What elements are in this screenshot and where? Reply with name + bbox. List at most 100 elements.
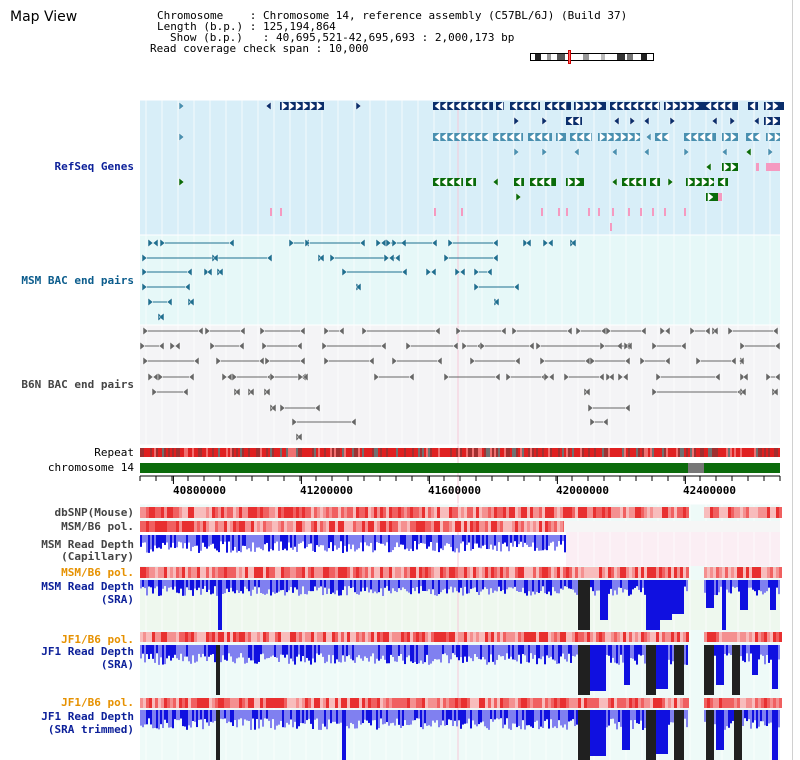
- read-depth-bar: [216, 710, 218, 760]
- polymorphism-cell: [266, 698, 269, 708]
- polymorphism-cell: [176, 507, 179, 518]
- read-depth-bar: [608, 580, 610, 594]
- read-depth-bar: [296, 535, 298, 552]
- read-depth-bar: [526, 645, 528, 662]
- polymorphism-cell: [368, 632, 371, 642]
- read-depth-bar: [386, 645, 388, 664]
- read-depth-bar: [496, 710, 498, 719]
- polymorphism-cell: [680, 698, 683, 708]
- bac-end-marker: [239, 326, 246, 336]
- read-depth-bar: [198, 580, 200, 588]
- polymorphism-cell: [242, 567, 245, 578]
- bac-end-marker: [772, 387, 779, 397]
- gene-strand-arrow: [767, 132, 774, 142]
- polymorphism-cell: [173, 567, 176, 578]
- read-depth-bar: [466, 535, 468, 545]
- repeat-segment: [692, 448, 694, 457]
- polymorphism-cell: [329, 698, 332, 708]
- vertical-scrollbar[interactable]: [792, 0, 800, 760]
- read-depth-bar: [258, 645, 260, 662]
- read-depth-bar: [560, 535, 562, 545]
- ideogram-position-marker[interactable]: [568, 50, 571, 64]
- read-depth-bar: [402, 645, 404, 661]
- repeat-segment: [466, 448, 468, 457]
- gene-strand-arrow: [693, 101, 700, 111]
- repeat-segment: [582, 448, 584, 457]
- polymorphism-cell: [392, 507, 395, 518]
- read-depth-bar: [570, 645, 572, 663]
- polymorphism-cell: [518, 698, 521, 708]
- polymorphism-cell: [461, 632, 464, 642]
- read-depth-bar: [508, 580, 510, 588]
- polymorphism-cell: [335, 507, 338, 518]
- read-depth-bar: [372, 580, 374, 594]
- read-depth-bar: [236, 535, 238, 553]
- read-depth-bar: [522, 645, 524, 655]
- read-depth-bar: [454, 710, 456, 721]
- read-depth-bar: [184, 580, 186, 596]
- read-depth-bar: [452, 580, 454, 593]
- polymorphism-cell: [599, 567, 602, 578]
- read-depth-bar: [682, 580, 684, 614]
- gene-strand-arrow: [672, 101, 679, 111]
- read-depth-bar: [234, 535, 236, 547]
- polymorphism-cell: [491, 507, 494, 518]
- polymorphism-cell: [743, 698, 746, 708]
- polymorphism-cell: [509, 632, 512, 642]
- repeat-segment: [256, 448, 258, 457]
- read-depth-bar: [198, 535, 200, 553]
- polymorphism-cell: [746, 632, 749, 642]
- read-depth-bar: [440, 535, 442, 549]
- read-depth-bar: [274, 710, 276, 730]
- polymorphism-cell: [395, 698, 398, 708]
- polymorphism-cell: [215, 521, 218, 532]
- polymorphism-cell: [611, 632, 614, 642]
- read-depth-bar: [634, 580, 636, 588]
- read-depth-bar: [484, 535, 486, 545]
- read-depth-bar: [174, 645, 176, 655]
- read-depth-bar: [668, 645, 670, 660]
- read-depth-bar: [388, 645, 390, 664]
- polymorphism-cell: [407, 632, 410, 642]
- polymorphism-cell: [182, 632, 185, 642]
- polymorphism-cell: [359, 507, 362, 518]
- read-depth-bar: [264, 535, 266, 545]
- read-depth-bar: [376, 580, 378, 594]
- read-depth-bar: [616, 645, 618, 664]
- polymorphism-cell: [620, 507, 623, 518]
- polymorphism-cell: [653, 698, 656, 708]
- polymorphism-cell: [269, 632, 272, 642]
- info-coverage-span: Read coverage check span : 10,000: [150, 42, 369, 55]
- repeat-segment: [392, 448, 394, 457]
- bac-end-marker: [394, 253, 401, 263]
- read-depth-bar: [234, 645, 236, 664]
- read-depth-bar: [732, 645, 734, 695]
- polymorphism-cell: [512, 507, 515, 518]
- polymorphism-cell: [596, 567, 599, 578]
- read-depth-bar: [594, 710, 596, 756]
- polymorphism-cell: [389, 567, 392, 578]
- polymorphism-cell: [368, 507, 371, 518]
- polymorphism-cell: [332, 632, 335, 642]
- polymorphism-cell: [455, 521, 458, 532]
- read-depth-bar: [558, 710, 560, 721]
- polymorphism-cell: [473, 632, 476, 642]
- bac-end-marker: [600, 326, 607, 336]
- repeat-segment: [332, 448, 334, 457]
- read-depth-bar: [568, 580, 570, 589]
- read-depth-bar: [548, 580, 550, 592]
- polymorphism-cell: [671, 632, 674, 642]
- polymorphism-cell: [770, 567, 773, 578]
- read-depth-bar: [760, 645, 762, 655]
- chromosome-ideogram[interactable]: [530, 50, 654, 64]
- read-depth-bar: [608, 710, 610, 726]
- read-depth-bar: [522, 535, 524, 548]
- bac-end-marker: [659, 326, 666, 336]
- polymorphism-cell: [593, 507, 596, 518]
- polymorphism-cell: [584, 567, 587, 578]
- read-depth-bar: [544, 580, 546, 594]
- gene-arrow: [515, 192, 522, 202]
- read-depth-bar: [624, 645, 626, 685]
- read-depth-bar: [376, 710, 378, 730]
